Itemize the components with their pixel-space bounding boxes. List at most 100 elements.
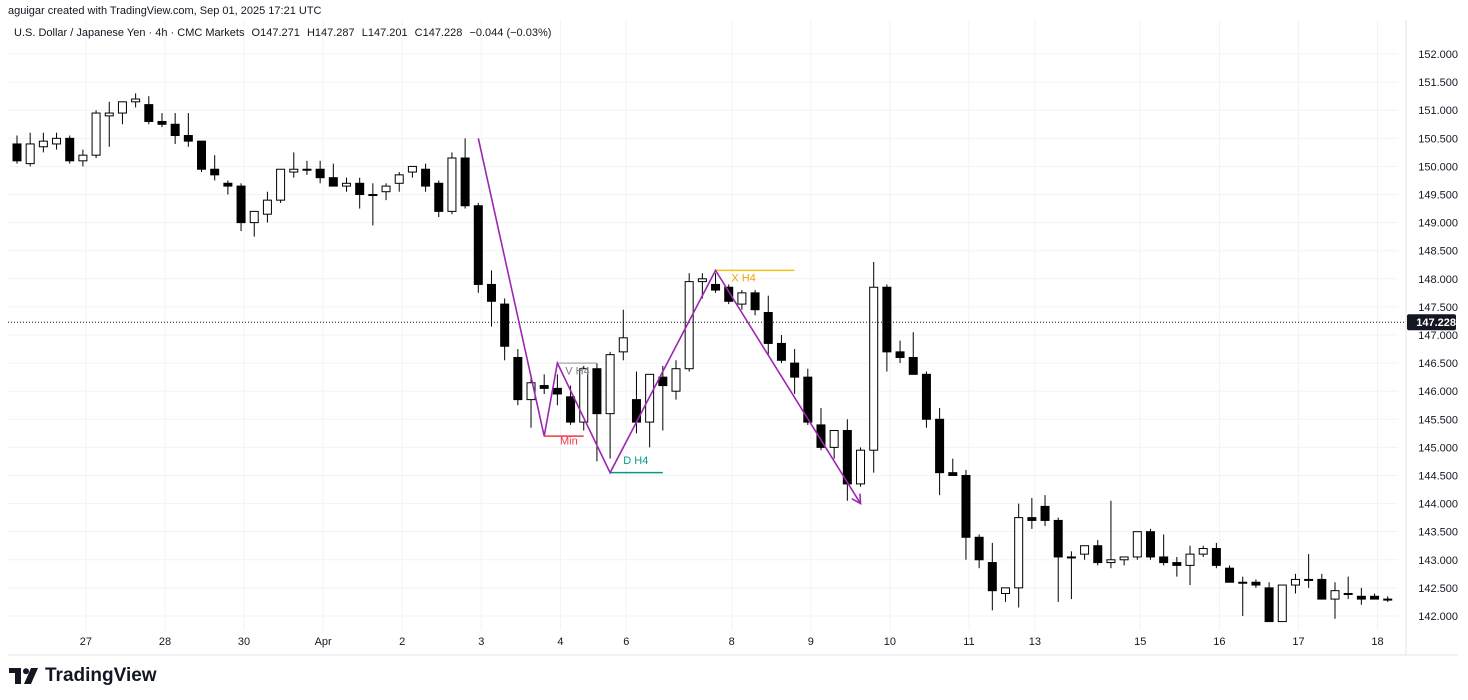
candle-body — [52, 137, 62, 145]
x-tick-label: Apr — [315, 636, 332, 648]
x-tick-label: 27 — [80, 636, 92, 648]
candle-body — [394, 174, 404, 184]
candle-body — [895, 351, 905, 358]
candle-body — [104, 112, 114, 117]
candle-body — [684, 281, 694, 370]
change-value: −0.044 (−0.03%) — [469, 27, 552, 39]
candle-body — [605, 354, 615, 415]
x-tick-label: 9 — [808, 636, 814, 648]
candle-body — [961, 474, 971, 538]
candle-body — [1119, 556, 1129, 561]
candle-body — [974, 536, 984, 561]
y-tick-label: 151.500 — [1418, 77, 1458, 89]
candle-body — [671, 368, 681, 392]
candle-body — [711, 283, 721, 291]
candle-body — [816, 424, 826, 448]
y-tick-label: 146.000 — [1418, 386, 1458, 398]
y-tick-label: 149.000 — [1418, 218, 1458, 230]
candle-body — [1053, 519, 1063, 558]
candle-body — [763, 312, 773, 344]
candle-body — [829, 430, 839, 448]
open-value: O147.271 — [251, 27, 300, 39]
candle-body — [381, 185, 391, 193]
y-tick-label: 145.500 — [1418, 414, 1458, 426]
candle-body — [117, 101, 127, 114]
y-tick-label: 143.500 — [1418, 527, 1458, 539]
candle-body — [447, 157, 457, 212]
candle-body — [249, 210, 259, 224]
y-tick-label: 144.500 — [1418, 470, 1458, 482]
y-tick-label: 149.500 — [1418, 190, 1458, 202]
tradingview-brand[interactable]: TradingView — [9, 665, 157, 687]
candle-body — [552, 387, 562, 395]
candle-body — [78, 154, 88, 162]
y-tick-label: 147.000 — [1418, 330, 1458, 342]
y-tick-label: 152.000 — [1418, 49, 1458, 61]
candle-body — [157, 120, 167, 125]
candle-body — [1330, 590, 1340, 600]
x-tick-label: 4 — [557, 636, 563, 648]
symbol-name: U.S. Dollar / Japanese Yen · 4h · CMC Ma… — [14, 27, 245, 39]
candle-body — [91, 112, 101, 156]
candle-body — [262, 199, 272, 215]
y-tick-label: 144.000 — [1418, 499, 1458, 511]
candle-body — [513, 356, 523, 401]
candle-body — [1251, 581, 1261, 586]
candle-body — [1264, 587, 1274, 623]
candle-body — [1132, 531, 1142, 558]
candle-body — [25, 143, 35, 165]
candle-body — [803, 376, 813, 423]
y-tick-label: 150.000 — [1418, 161, 1458, 173]
low-value: L147.201 — [361, 27, 408, 39]
candle-body — [170, 123, 180, 137]
candle-body — [566, 396, 576, 423]
candle-body — [65, 137, 75, 162]
candle-body — [1014, 517, 1024, 589]
candle-body — [987, 562, 997, 592]
candle-body — [421, 168, 431, 187]
candle-body — [592, 368, 602, 415]
pattern-label: X H4 — [731, 273, 755, 285]
candle-body — [1093, 545, 1103, 564]
candle-body — [131, 98, 141, 103]
candle-body — [631, 399, 641, 423]
candle-body — [473, 205, 483, 285]
candle-body — [407, 165, 417, 173]
candle-body — [842, 430, 852, 485]
tradingview-logo-icon — [9, 668, 38, 684]
candle-body — [38, 140, 48, 148]
candle-body — [1238, 581, 1248, 584]
last-price-label: 147.228 — [1416, 317, 1456, 329]
candle-body — [790, 362, 800, 378]
candle-body — [1277, 584, 1287, 623]
y-tick-label: 150.500 — [1418, 133, 1458, 145]
candle-body — [210, 168, 220, 176]
candle-body — [1001, 587, 1010, 594]
candle-body — [856, 449, 866, 485]
candle-body — [882, 286, 892, 353]
candle-body — [1356, 595, 1366, 600]
candle-body — [1370, 595, 1380, 600]
high-value: H147.287 — [306, 27, 355, 39]
candle-body — [1343, 592, 1353, 595]
candle-body — [750, 292, 760, 311]
candle-body — [1225, 567, 1235, 583]
last-price-tag — [1407, 314, 1456, 331]
close-value: C147.228 — [414, 27, 463, 39]
candle-body — [197, 140, 207, 170]
candle-body — [776, 342, 786, 361]
candle-body — [368, 194, 378, 197]
y-tick-label: 145.000 — [1418, 442, 1458, 454]
x-tick-label: 8 — [729, 636, 735, 648]
candle-body — [1027, 517, 1037, 521]
x-tick-label: 3 — [478, 636, 484, 648]
candle-body — [618, 337, 628, 353]
candle-body — [1211, 548, 1221, 566]
candle-body — [144, 104, 154, 122]
candle-body — [921, 373, 931, 420]
candle-body — [434, 182, 444, 212]
candle-body — [1080, 545, 1090, 555]
y-tick-label: 147.500 — [1418, 302, 1458, 314]
pattern-label: Min — [560, 436, 578, 448]
